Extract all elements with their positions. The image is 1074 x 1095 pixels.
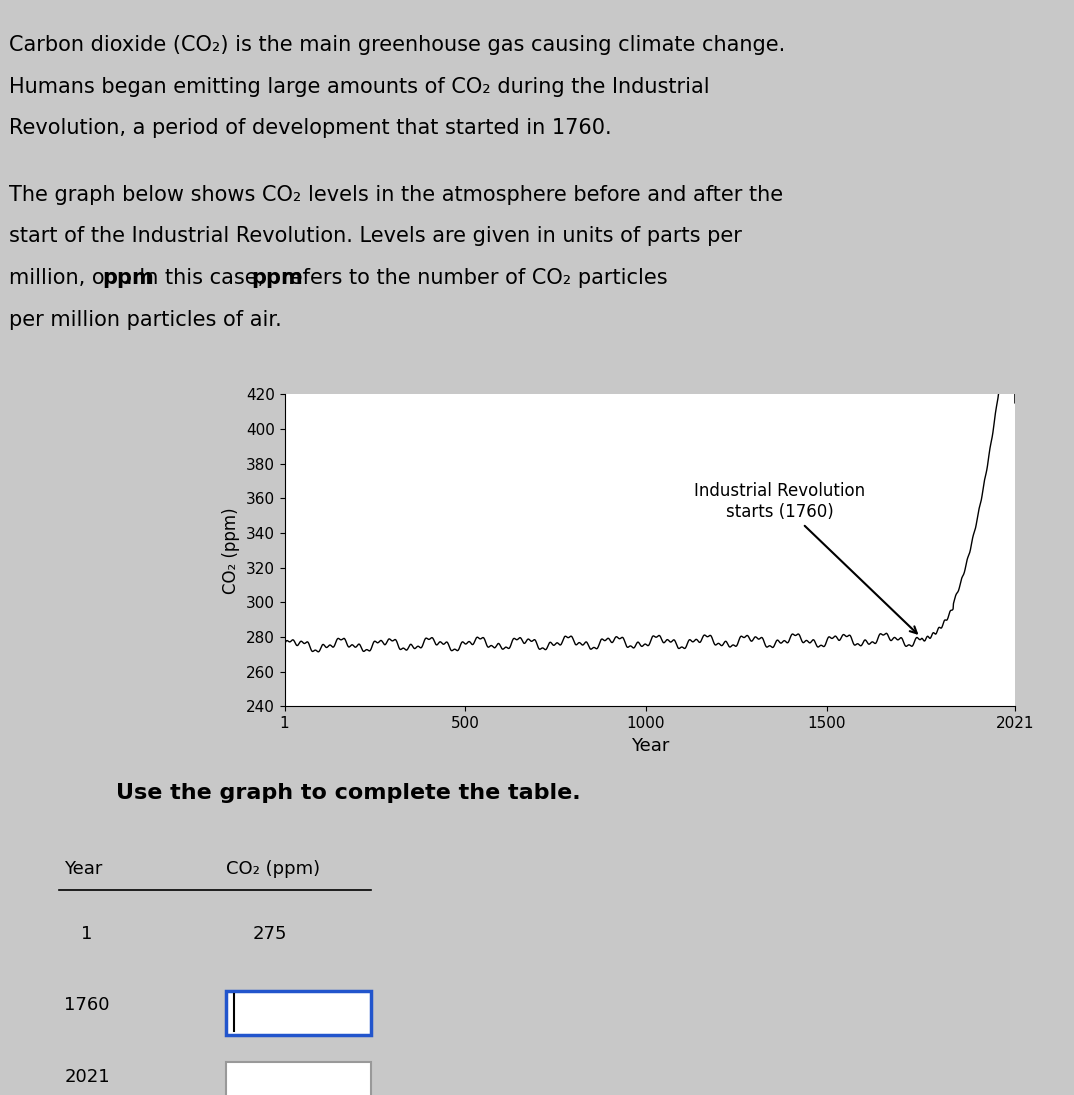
Text: 2021: 2021: [64, 1068, 110, 1085]
Text: Industrial Revolution
starts (1760): Industrial Revolution starts (1760): [694, 482, 917, 633]
Text: 275: 275: [252, 925, 287, 943]
Text: Use the graph to complete the table.: Use the graph to complete the table.: [116, 783, 581, 803]
Text: per million particles of air.: per million particles of air.: [9, 310, 281, 330]
Text: ppm: ppm: [103, 268, 155, 288]
Text: ppm: ppm: [251, 268, 303, 288]
X-axis label: Year: Year: [630, 737, 669, 754]
Text: start of the Industrial Revolution. Levels are given in units of parts per: start of the Industrial Revolution. Leve…: [9, 227, 741, 246]
Text: CO₂ (ppm): CO₂ (ppm): [226, 860, 320, 877]
Text: Humans began emitting large amounts of CO₂ during the Industrial: Humans began emitting large amounts of C…: [9, 77, 709, 96]
Text: million, or: million, or: [9, 268, 119, 288]
Text: 1: 1: [81, 925, 92, 943]
Text: refers to the number of CO₂ particles: refers to the number of CO₂ particles: [275, 268, 668, 288]
Text: . In this case,: . In this case,: [127, 268, 271, 288]
Text: The graph below shows CO₂ levels in the atmosphere before and after the: The graph below shows CO₂ levels in the …: [9, 185, 783, 205]
Y-axis label: CO₂ (ppm): CO₂ (ppm): [222, 507, 241, 593]
Text: Revolution, a period of development that started in 1760.: Revolution, a period of development that…: [9, 118, 611, 138]
Text: Carbon dioxide (CO₂) is the main greenhouse gas causing climate change.: Carbon dioxide (CO₂) is the main greenho…: [9, 35, 785, 55]
Text: 1760: 1760: [64, 996, 110, 1014]
Text: Year: Year: [64, 860, 103, 877]
